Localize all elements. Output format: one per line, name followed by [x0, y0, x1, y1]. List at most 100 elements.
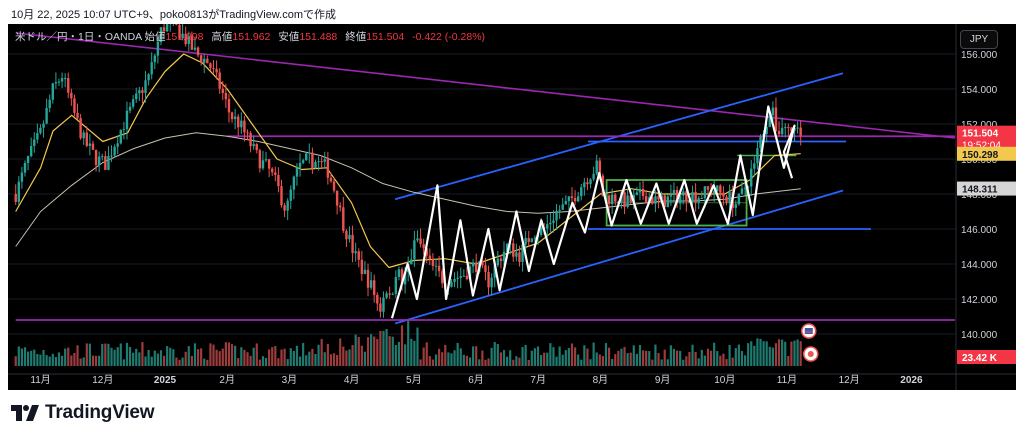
symbol-label[interactable]: 米ドル／円・1日・OANDA	[15, 31, 142, 43]
candle-body	[728, 192, 731, 203]
volume-bar	[623, 346, 626, 366]
candle-body	[552, 220, 555, 223]
volume-bar	[271, 347, 274, 366]
volume-bar	[215, 349, 218, 366]
event-marker-icon[interactable]	[803, 346, 819, 362]
volume-bar	[193, 343, 197, 366]
candle-body	[91, 143, 95, 150]
candle-body	[549, 222, 552, 225]
volume-bar	[459, 348, 462, 366]
candle-body	[203, 58, 206, 63]
candle-body	[750, 168, 753, 187]
volume-bar	[438, 348, 441, 366]
candle-body	[521, 244, 524, 263]
volume-bar	[30, 350, 33, 366]
volume-bar	[490, 347, 493, 366]
candle-body	[326, 159, 330, 178]
volume-bar	[703, 355, 706, 366]
time-tick: 6月	[468, 374, 484, 386]
volume-bar	[23, 347, 27, 366]
volume-bar	[641, 350, 645, 366]
candle-body	[527, 237, 530, 242]
candle-body	[481, 261, 484, 266]
candle-body	[682, 191, 685, 196]
candle-body	[675, 190, 679, 204]
candle-body	[274, 172, 277, 175]
candle-body	[512, 243, 515, 257]
brand-name: TradingView	[45, 402, 155, 423]
volume-bar	[14, 356, 17, 366]
candle-body	[688, 201, 691, 203]
volume-bar	[308, 351, 311, 366]
volume-bar	[509, 350, 512, 366]
candle-body	[277, 174, 280, 187]
candle-body	[329, 177, 333, 182]
volume-bar	[212, 344, 215, 366]
candle-body	[14, 194, 17, 202]
volume-bar	[675, 350, 679, 366]
volume-bar	[394, 345, 397, 366]
us-flag-icon[interactable]	[801, 323, 817, 339]
candle-body	[224, 92, 228, 100]
volume-bar	[750, 341, 753, 366]
candle-body	[311, 152, 314, 169]
candle-body	[88, 143, 92, 146]
candle-body	[388, 293, 391, 295]
candle-body	[465, 275, 469, 280]
candle-body	[206, 58, 209, 64]
candle-body	[48, 99, 51, 108]
volume-bar	[82, 357, 85, 366]
time-tick: 11月	[30, 374, 50, 386]
candle-body	[271, 168, 274, 173]
price-tick: 156.000	[961, 50, 998, 61]
tradingview-logo-icon	[11, 405, 39, 421]
volume-bar	[570, 343, 574, 366]
candle-body	[54, 82, 58, 84]
chart-area[interactable]: 140.000142.000144.000146.000148.000150.0…	[8, 24, 1016, 390]
ma-slow-badge-bg	[957, 181, 1016, 196]
price-chart[interactable]: 140.000142.000144.000146.000148.000150.0…	[8, 24, 1016, 390]
volume-bar	[583, 345, 586, 366]
candle-body	[101, 156, 104, 158]
volume-bar	[104, 343, 107, 366]
candle-body	[629, 195, 632, 203]
volume-bar	[366, 337, 370, 366]
volume-bar	[302, 342, 305, 366]
volume-bar	[203, 358, 206, 366]
candle-body	[697, 198, 700, 203]
volume-bar	[700, 349, 703, 366]
candle-body	[719, 185, 722, 193]
volume-bar	[716, 350, 719, 366]
currency-button[interactable]: JPY	[960, 30, 998, 49]
volume-bar	[252, 347, 255, 366]
volume-bar	[184, 351, 187, 366]
volume-bar	[85, 343, 88, 366]
tradingview-brand[interactable]: TradingView	[11, 402, 155, 424]
volume-bar	[496, 343, 499, 366]
volume-bar	[286, 359, 289, 366]
volume-bar	[799, 341, 802, 366]
candle-body	[487, 272, 490, 288]
candle-body	[320, 161, 323, 163]
candle-body	[493, 265, 496, 278]
candle-body	[564, 201, 568, 205]
candle-body	[787, 127, 790, 129]
volume-bar	[694, 352, 697, 366]
candle-body	[94, 149, 98, 165]
time-axis: 11月 12月 2025 2月 3月 4月 5月 6月 7月 8月 9月 10月 11月 12月 2026	[30, 374, 923, 386]
candle-body	[122, 129, 126, 131]
candle-body	[76, 112, 79, 119]
volume-bar	[660, 359, 663, 366]
volume-bar	[614, 354, 617, 366]
candle-body	[471, 262, 475, 267]
candle-body	[39, 127, 42, 134]
volume-bar	[141, 342, 144, 366]
volume-bar	[162, 355, 166, 366]
volume-bar	[150, 356, 153, 366]
time-tick: 12月	[839, 374, 860, 386]
ma-fast-badge: 150.298	[962, 150, 999, 161]
candle-body	[394, 276, 398, 294]
volume-bar	[533, 348, 537, 366]
volume-bar	[336, 355, 339, 366]
candle-body	[453, 278, 456, 282]
